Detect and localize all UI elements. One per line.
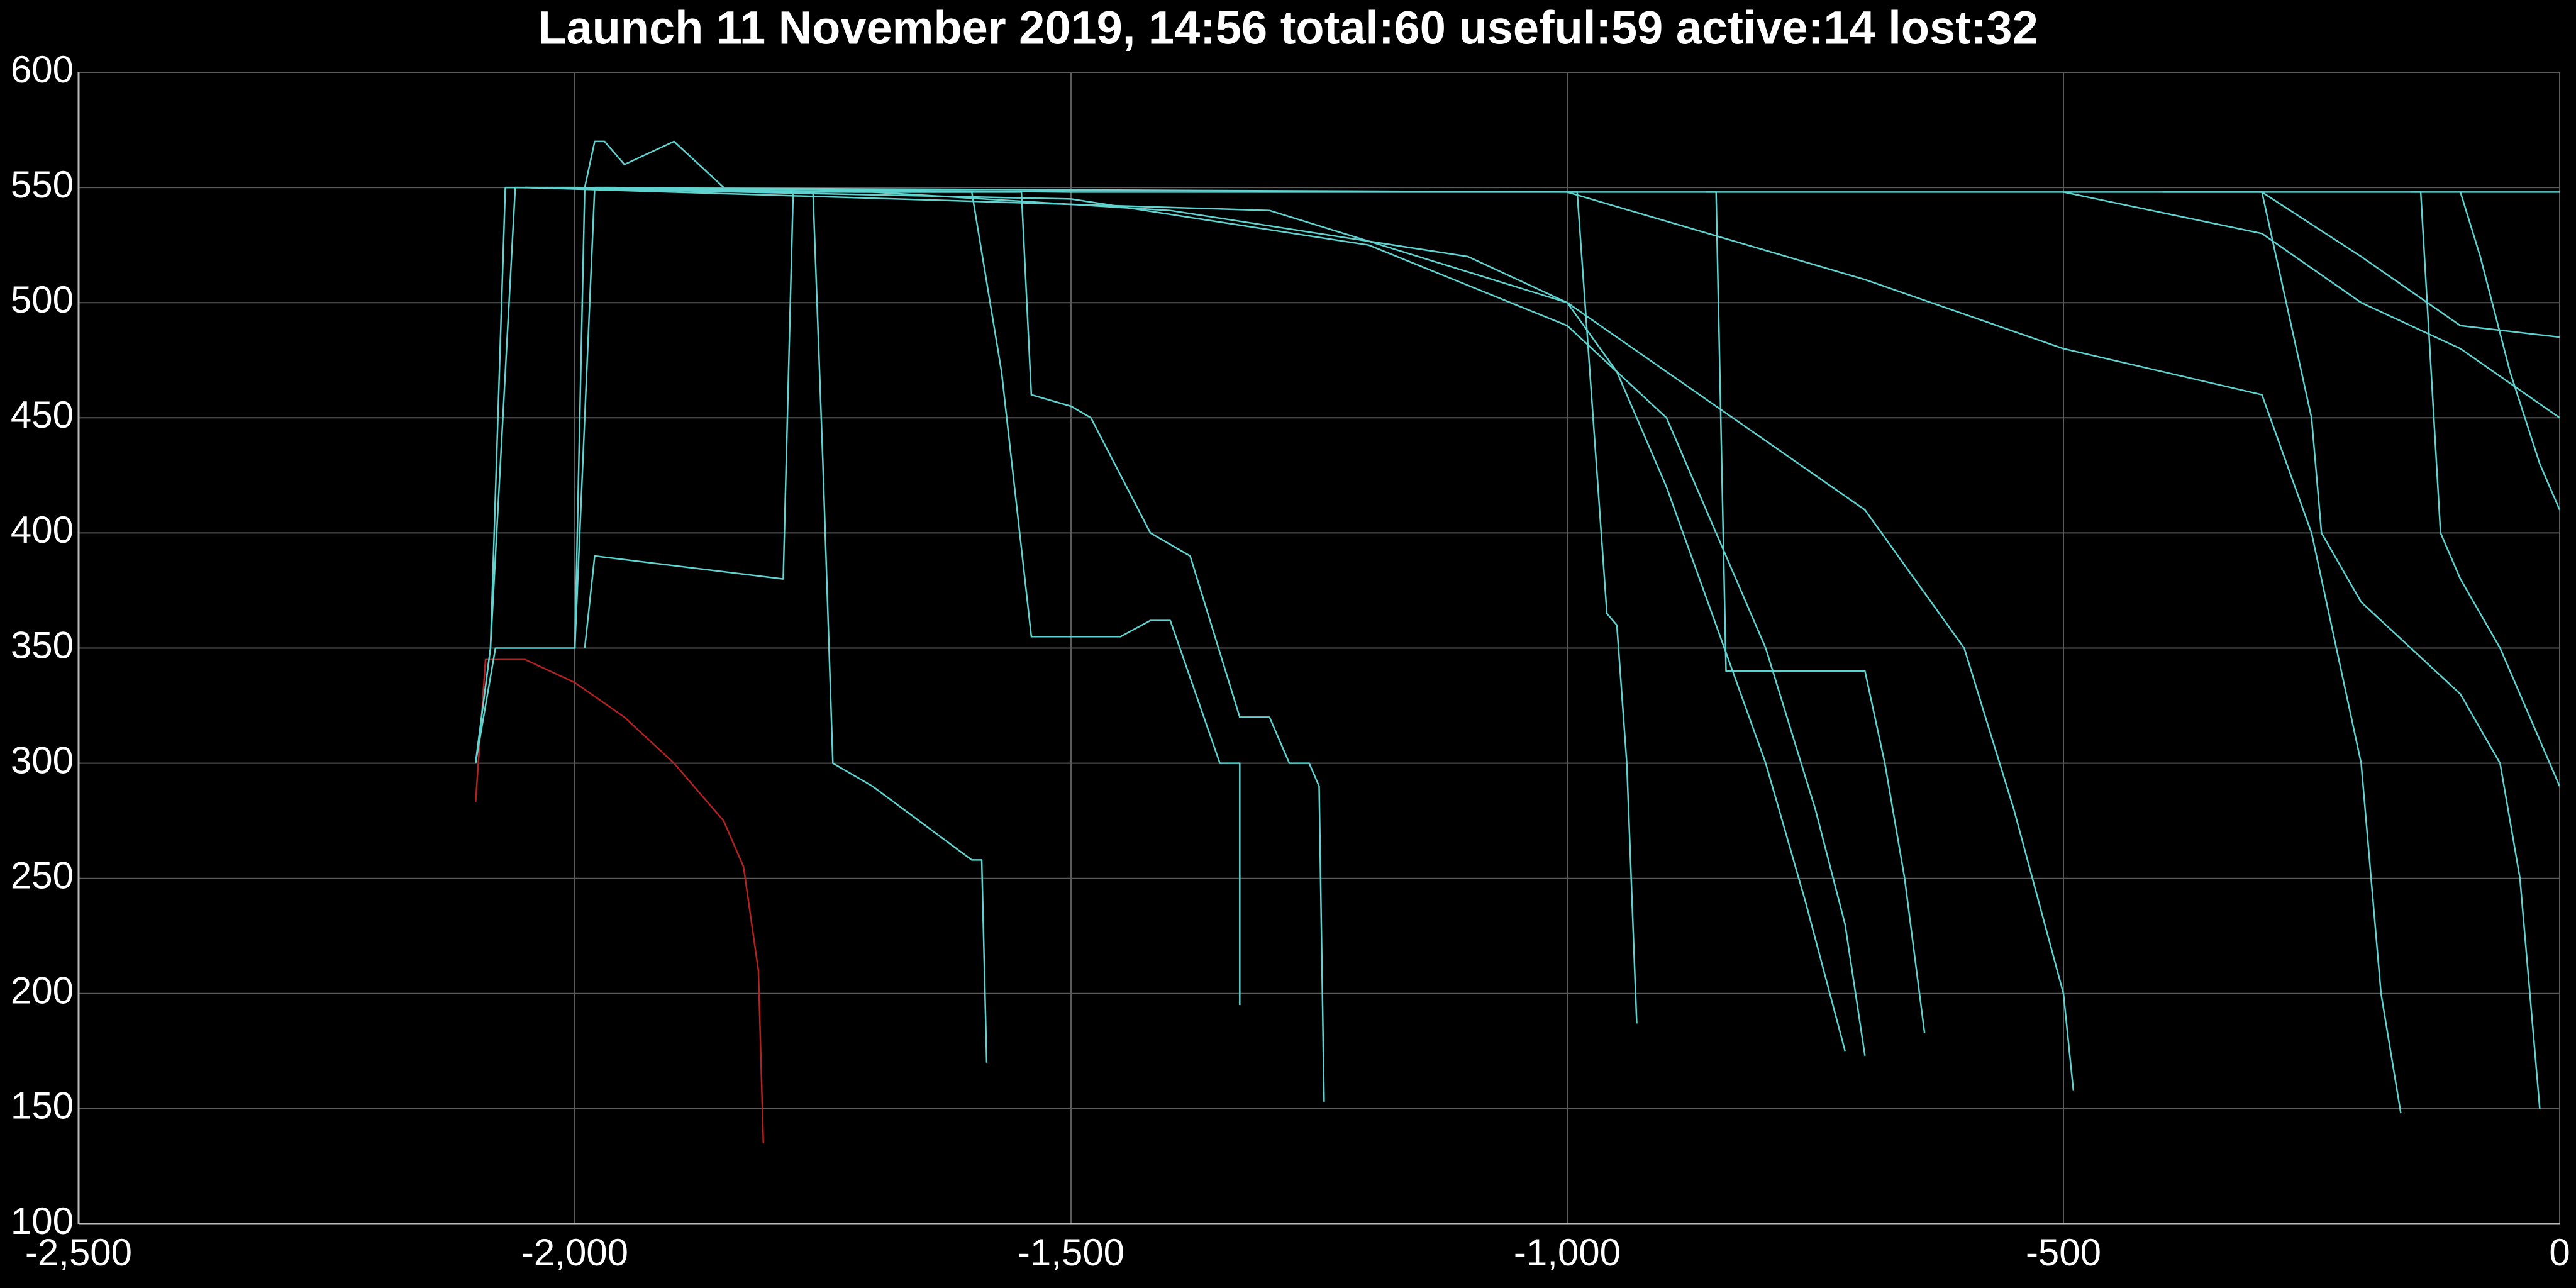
y-tick-label: 350 <box>11 624 74 666</box>
series-line <box>584 191 1241 1006</box>
y-tick-label: 550 <box>11 164 74 206</box>
y-tick-label: 600 <box>11 48 74 91</box>
y-tick-label: 200 <box>11 970 74 1012</box>
y-tick-label: 450 <box>11 394 74 436</box>
series-line <box>525 186 2402 1114</box>
series-line <box>1706 191 1926 1033</box>
x-tick-label: -500 <box>2026 1231 2101 1274</box>
y-tick-label: 150 <box>11 1085 74 1127</box>
series-line <box>474 140 724 763</box>
series-line <box>2460 192 2561 511</box>
chart-title: Launch 11 November 2019, 14:56 total:60 … <box>538 2 2038 54</box>
y-tick-label: 250 <box>11 855 74 897</box>
series-line <box>2063 191 2560 419</box>
series-line <box>474 658 765 1143</box>
y-tick-label: 400 <box>11 509 74 551</box>
x-tick-label: -2,500 <box>25 1231 132 1274</box>
series-line <box>525 186 1866 1056</box>
y-tick-label: 500 <box>11 279 74 321</box>
y-tick-label: 300 <box>11 739 74 781</box>
x-tick-label: -1,000 <box>1514 1231 1621 1274</box>
y-tick-label: 100 <box>11 1200 74 1242</box>
series-line <box>2261 191 2560 338</box>
series-line <box>474 186 2560 763</box>
x-tick-label: 0 <box>2549 1231 2570 1274</box>
series-line <box>525 186 2075 1091</box>
series-line <box>852 191 1325 1102</box>
series-line <box>2162 191 2541 1109</box>
x-tick-label: -2,000 <box>521 1231 628 1274</box>
series-line <box>1567 191 1638 1024</box>
series-line <box>2411 191 2561 787</box>
x-tick-label: -1,500 <box>1018 1231 1124 1274</box>
